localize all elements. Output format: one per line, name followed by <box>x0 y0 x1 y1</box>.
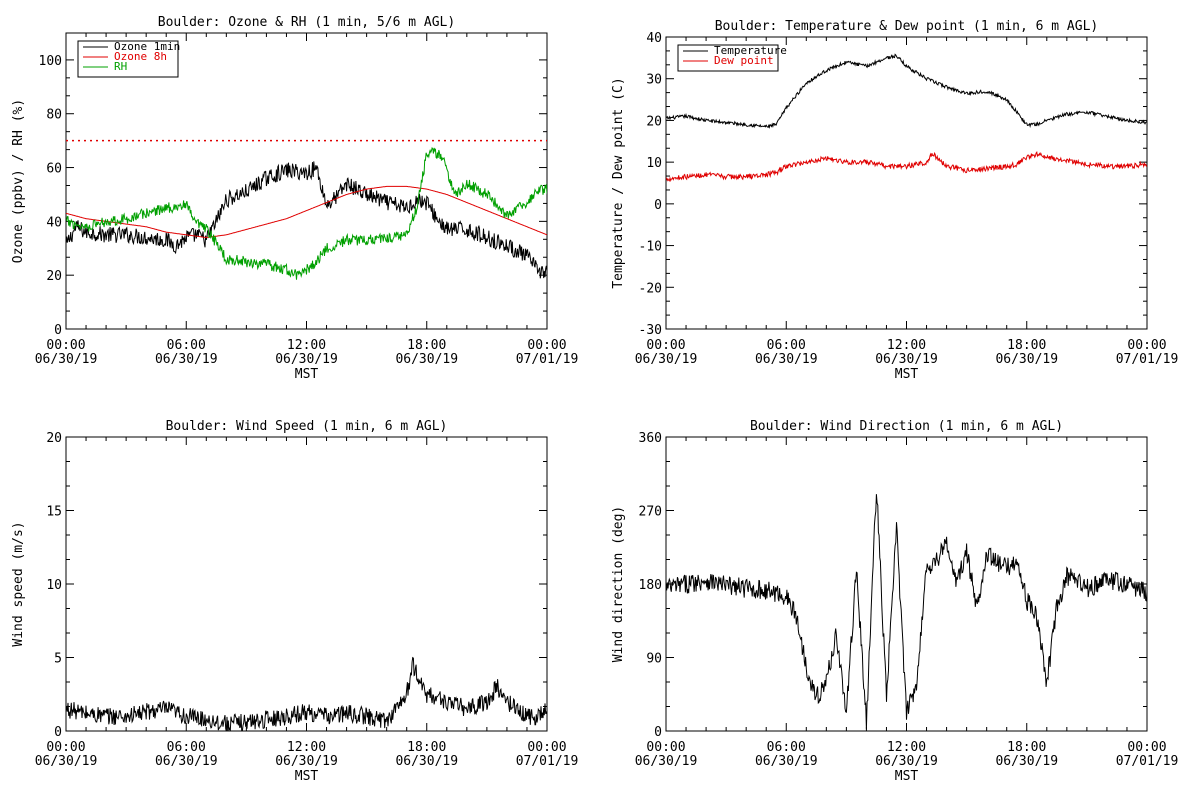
y-tick-label: 40 <box>46 215 62 230</box>
chart-title: Boulder: Wind Direction (1 min, 6 m AGL) <box>750 419 1063 434</box>
x-tick-date-label: 06/30/19 <box>275 352 338 367</box>
x-tick-date-label: 06/30/19 <box>635 754 698 769</box>
y-tick-label: -30 <box>639 323 662 338</box>
x-tick-date-label: 06/30/19 <box>875 352 938 367</box>
x-tick-date-label: 06/30/19 <box>755 754 818 769</box>
x-tick-date-label: 06/30/19 <box>995 754 1058 769</box>
y-tick-label: 180 <box>639 578 662 593</box>
series-line-data <box>66 656 547 731</box>
chart-title: Boulder: Ozone & RH (1 min, 5/6 m AGL) <box>158 15 455 30</box>
y-tick-label: 20 <box>46 431 62 446</box>
legend-box <box>677 44 779 72</box>
y-tick-label: 270 <box>639 505 662 520</box>
y-axis-label: Wind direction (deg) <box>611 506 626 663</box>
legend-entry: Ozone 1min <box>114 40 180 53</box>
x-tick-label: 06:00 <box>767 338 806 353</box>
x-tick-date-label: 06/30/19 <box>155 754 218 769</box>
y-axis-label: Temperature / Dew point (C) <box>611 77 626 288</box>
x-axis-label: MST <box>895 367 919 382</box>
chart-wind-speed: Boulder: Wind Speed (1 min, 6 m AGL) 0 5 10… <box>11 419 578 784</box>
x-tick-label: 00:00 <box>1127 740 1166 755</box>
x-tick-date-label: 07/01/19 <box>1116 754 1179 769</box>
x-tick-date-label: 06/30/19 <box>875 754 938 769</box>
series-line-temperature <box>666 53 1147 130</box>
y-tick-label: 360 <box>639 431 662 446</box>
x-tick-label: 12:00 <box>887 740 926 755</box>
x-tick-date-label: 07/01/19 <box>516 352 579 367</box>
series-line-ozone-8h <box>66 185 547 239</box>
series-line-dew-point <box>666 150 1147 182</box>
x-tick-label: 00:00 <box>527 740 566 755</box>
x-tick-label: 18:00 <box>1007 740 1046 755</box>
y-tick-label: 0 <box>654 725 662 740</box>
x-tick-label: 12:00 <box>887 338 926 353</box>
x-tick-date-label: 06/30/19 <box>755 352 818 367</box>
legend-entry: Dew point <box>714 54 774 67</box>
chart-title: Boulder: Wind Speed (1 min, 6 m AGL) <box>166 419 448 434</box>
x-tick-date-label: 06/30/19 <box>35 352 98 367</box>
y-tick-label: 10 <box>646 156 662 171</box>
y-tick-label: 20 <box>646 114 662 129</box>
y-tick-label: 0 <box>654 198 662 213</box>
x-axis-label: MST <box>895 769 919 784</box>
y-axis-label: Wind speed (m/s) <box>11 521 26 646</box>
x-tick-label: 06:00 <box>767 740 806 755</box>
y-tick-label: 0 <box>54 725 62 740</box>
series-line-data <box>666 494 1147 730</box>
series-line-ozone-1min <box>66 161 547 279</box>
y-tick-label: 40 <box>646 31 662 46</box>
y-tick-label: 80 <box>46 108 62 123</box>
x-axis-label: MST <box>295 769 319 784</box>
y-tick-label: 100 <box>39 54 62 69</box>
y-tick-label: -20 <box>639 281 662 296</box>
x-tick-date-label: 06/30/19 <box>995 352 1058 367</box>
plot-frame <box>665 36 1148 330</box>
x-tick-label: 12:00 <box>287 338 326 353</box>
chart-ozone-rh: Boulder: Ozone & RH (1 min, 5/6 m AGL) 0 2… <box>11 15 578 382</box>
y-tick-label: 0 <box>54 323 62 338</box>
chart-title: Boulder: Temperature & Dew point (1 min,… <box>715 19 1099 34</box>
y-tick-label: 15 <box>46 505 62 520</box>
x-tick-label: 00:00 <box>46 740 85 755</box>
plot-frame <box>65 436 548 732</box>
x-tick-label: 12:00 <box>287 740 326 755</box>
y-tick-label: 10 <box>46 578 62 593</box>
x-tick-label: 00:00 <box>527 338 566 353</box>
legend-entry: RH <box>114 60 127 73</box>
x-tick-label: 00:00 <box>646 740 685 755</box>
x-tick-date-label: 06/30/19 <box>275 754 338 769</box>
chart-temp-dew: Boulder: Temperature & Dew point (1 min,… <box>611 19 1178 382</box>
x-tick-label: 00:00 <box>1127 338 1166 353</box>
series-line-rh <box>66 146 547 280</box>
y-tick-label: 60 <box>46 162 62 177</box>
y-tick-label: 90 <box>646 652 662 667</box>
x-tick-date-label: 07/01/19 <box>516 754 579 769</box>
x-tick-date-label: 06/30/19 <box>395 754 458 769</box>
y-tick-label: 20 <box>46 269 62 284</box>
x-tick-date-label: 07/01/19 <box>1116 352 1179 367</box>
x-tick-label: 18:00 <box>1007 338 1046 353</box>
x-tick-label: 00:00 <box>646 338 685 353</box>
y-tick-label: -10 <box>639 240 662 255</box>
legend-entry: Temperature <box>714 44 787 57</box>
x-tick-label: 18:00 <box>407 740 446 755</box>
x-tick-label: 06:00 <box>167 338 206 353</box>
y-tick-label: 5 <box>54 652 62 667</box>
x-tick-date-label: 06/30/19 <box>395 352 458 367</box>
x-tick-date-label: 06/30/19 <box>635 352 698 367</box>
x-tick-label: 00:00 <box>46 338 85 353</box>
x-tick-date-label: 06/30/19 <box>35 754 98 769</box>
chart-wind-dir: Boulder: Wind Direction (1 min, 6 m AGL)… <box>611 419 1178 784</box>
y-tick-label: 30 <box>646 73 662 88</box>
x-tick-label: 18:00 <box>407 338 446 353</box>
x-axis-label: MST <box>295 367 319 382</box>
y-axis-label: Ozone (ppbv) / RH (%) <box>11 99 26 263</box>
legend-entry: Ozone 8h <box>114 50 167 63</box>
x-tick-date-label: 06/30/19 <box>155 352 218 367</box>
x-tick-label: 06:00 <box>167 740 206 755</box>
